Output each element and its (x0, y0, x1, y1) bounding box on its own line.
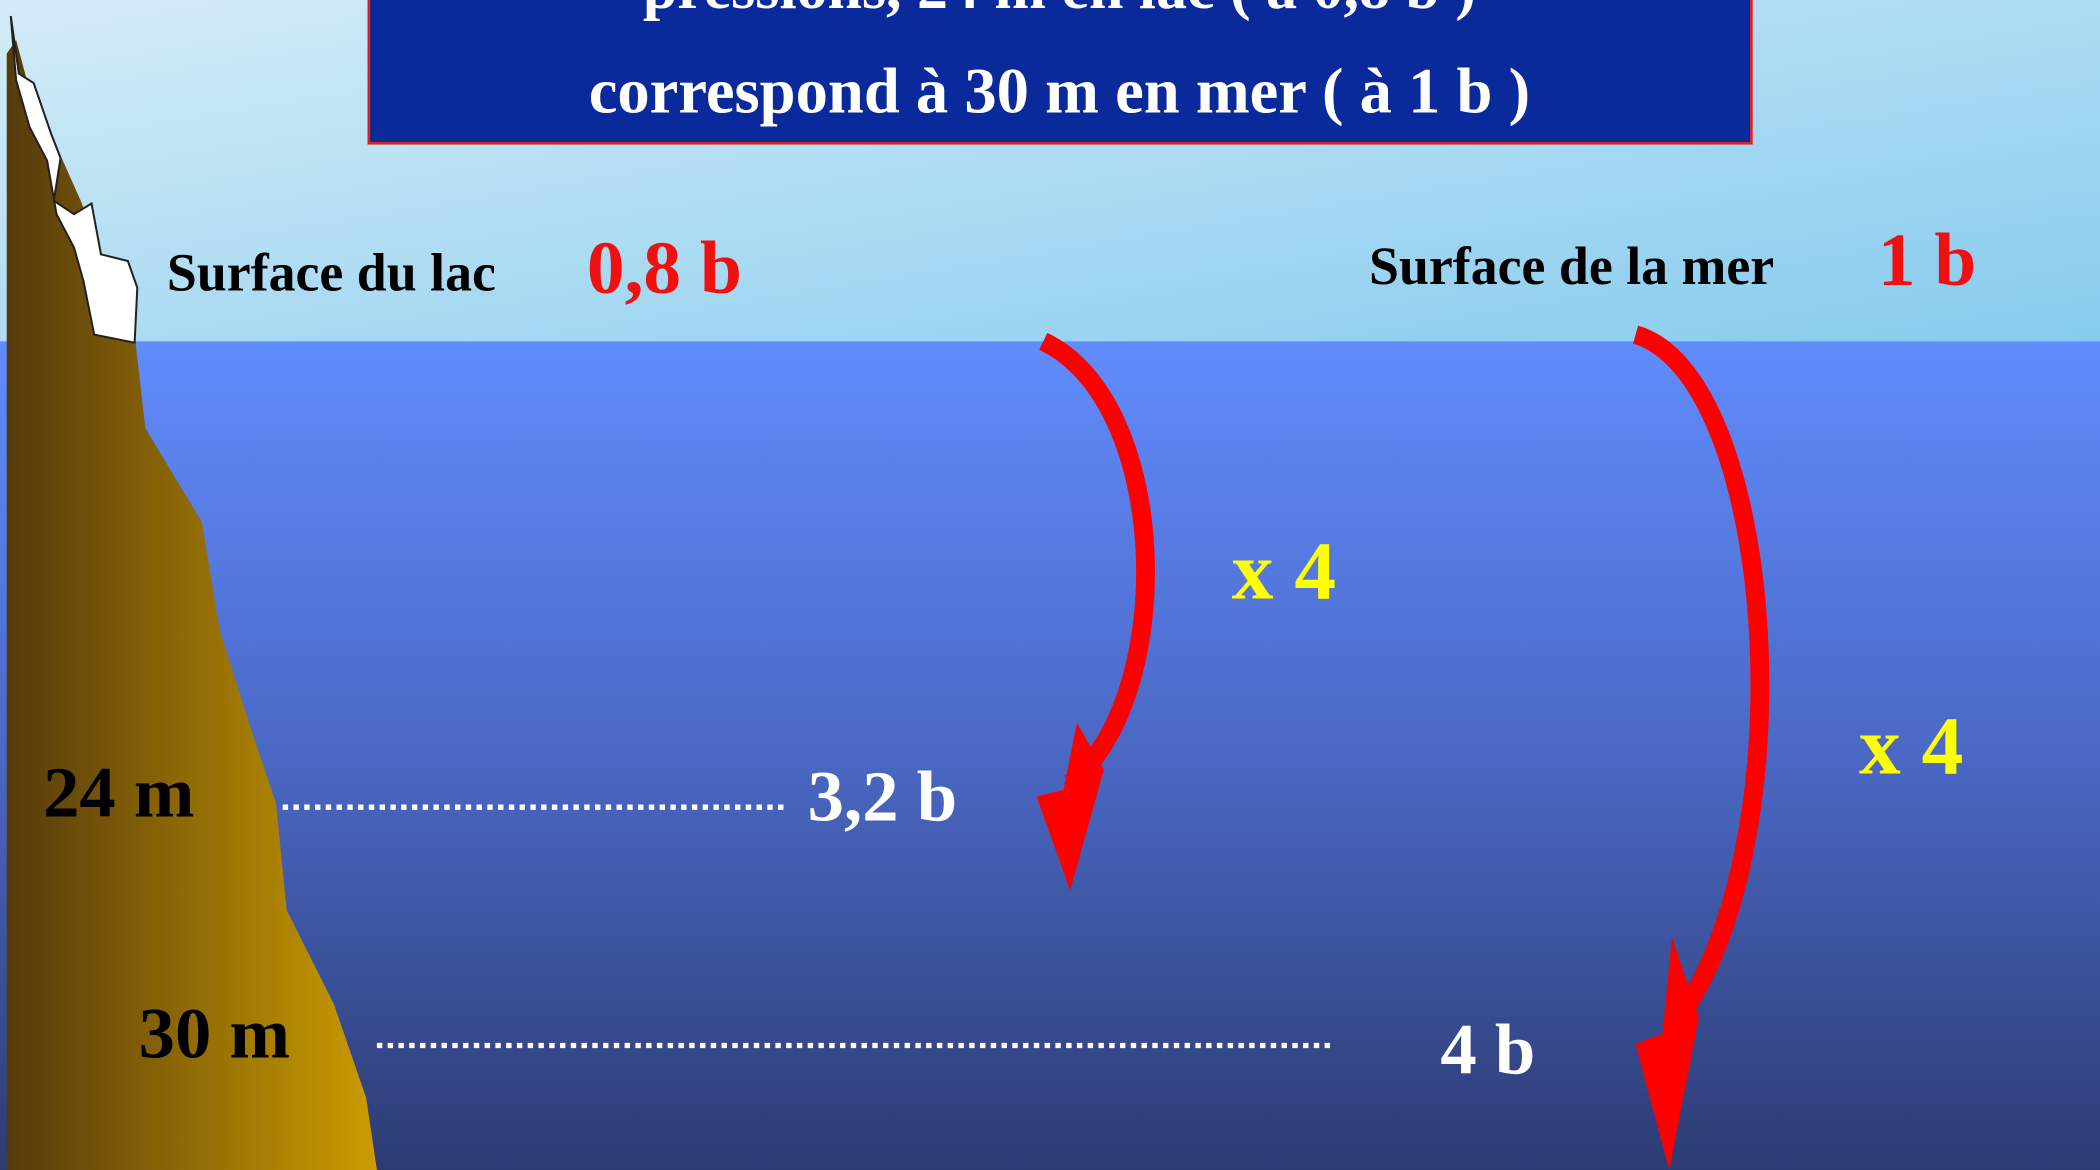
page: pressions, 24 m en lac ( à 0,8 b ) corre… (0, 0, 2100, 1170)
sea-depth-pressure: 4 b (1440, 1009, 1535, 1090)
title-line: pressions, 24 m en lac ( à 0,8 b ) (643, 0, 1476, 22)
lake-surface-pressure: 0,8 b (587, 227, 742, 310)
title-line: correspond à 30 m en mer ( à 1 b ) (589, 56, 1530, 127)
sea-surface-label: Surface de la mer (1369, 236, 1774, 296)
sea-depth: 30 m (139, 993, 290, 1074)
sea-factor: x 4 (1859, 701, 1963, 793)
lake-depth-pressure: 3,2 b (808, 756, 957, 837)
lake-factor: x 4 (1232, 526, 1336, 618)
lake-surface-label: Surface du lac (167, 243, 496, 303)
lake-depth: 24 m (43, 752, 194, 833)
slide: pressions, 24 m en lac ( à 0,8 b ) corre… (0, 0, 2100, 1170)
sea-surface-pressure: 1 b (1878, 219, 1976, 302)
